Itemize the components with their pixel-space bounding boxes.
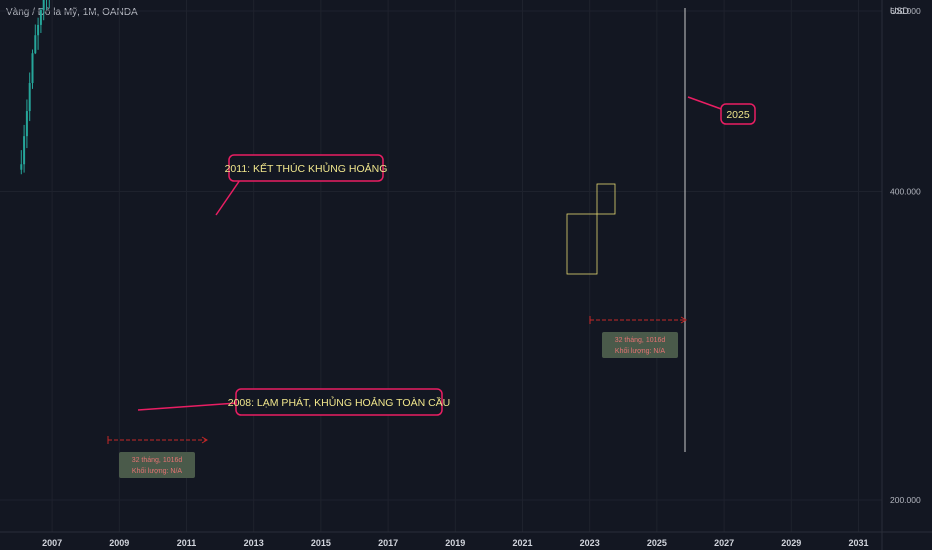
candle-body bbox=[23, 136, 26, 165]
callout-pointer bbox=[687, 96, 725, 111]
range-arrow bbox=[201, 436, 208, 444]
overlays: 1228.533 (179.54%) 122853.31228.533 (76.… bbox=[107, 8, 756, 478]
callout-box bbox=[228, 154, 384, 182]
range-label-bg bbox=[119, 452, 195, 478]
highlight-box bbox=[596, 183, 616, 215]
candle-body bbox=[34, 35, 37, 54]
candle-body bbox=[28, 83, 31, 112]
x-tick-label: 2019 bbox=[445, 538, 465, 548]
callout-pointer bbox=[137, 402, 238, 411]
x-tick-label: 2017 bbox=[378, 538, 398, 548]
x-tick-label: 2031 bbox=[848, 538, 868, 548]
grid bbox=[0, 0, 882, 532]
callout-box bbox=[235, 388, 443, 416]
candles bbox=[20, 0, 50, 175]
y-tick-label: 600.000 bbox=[890, 6, 921, 16]
callout-box bbox=[720, 103, 756, 125]
highlight-box bbox=[566, 213, 598, 275]
chart-title: Vàng / Đô la Mỹ, 1M, OANDA bbox=[6, 7, 138, 18]
x-tick-label: 2011 bbox=[177, 538, 197, 548]
x-tick-label: 2009 bbox=[109, 538, 129, 548]
candle-body bbox=[31, 53, 34, 84]
x-tick-label: 2027 bbox=[714, 538, 734, 548]
range-label-line2: Khối lượng: N/A bbox=[132, 466, 182, 475]
range-label-bg bbox=[602, 332, 678, 358]
range-label-line1: 32 tháng, 1016d bbox=[132, 457, 183, 464]
x-tick-label: 2021 bbox=[512, 538, 532, 548]
x-tick-label: 2029 bbox=[781, 538, 801, 548]
callout-text: 2025 bbox=[726, 109, 750, 121]
candle-body bbox=[25, 111, 28, 137]
range-label-line2: Khối lượng: N/A bbox=[615, 346, 665, 355]
range-label-line1: 32 tháng, 1016d bbox=[615, 337, 666, 344]
candle-body bbox=[39, 10, 42, 25]
x-tick-label: 2025 bbox=[647, 538, 667, 548]
y-axis: 3200.0003000.0002800.0002600.0002400.000… bbox=[881, 0, 921, 550]
callout-pointer bbox=[215, 179, 241, 216]
range-arrow bbox=[680, 316, 687, 324]
callout-text: 2011: KẾT THÚC KHỦNG HOẢNG bbox=[225, 162, 388, 175]
candle-body bbox=[37, 24, 40, 36]
x-axis: 2007 2009 2011 2013 2015 2017 2019 2021 2023 2025… bbox=[0, 531, 932, 548]
y-tick-label: 200.000 bbox=[890, 495, 921, 505]
currency-label: USD bbox=[890, 6, 910, 16]
x-tick-label: 2013 bbox=[244, 538, 264, 548]
candle-body bbox=[20, 164, 23, 170]
candle-body bbox=[42, 0, 45, 11]
y-tick-label: 400.000 bbox=[890, 186, 921, 196]
x-tick-label: 2015 bbox=[311, 538, 331, 548]
x-tick-label: 2023 bbox=[580, 538, 600, 548]
callout-text: 2008: LẠM PHÁT, KHỦNG HOẢNG TOÀN CẦU bbox=[228, 396, 451, 409]
x-tick-label: 2007 bbox=[42, 538, 62, 548]
